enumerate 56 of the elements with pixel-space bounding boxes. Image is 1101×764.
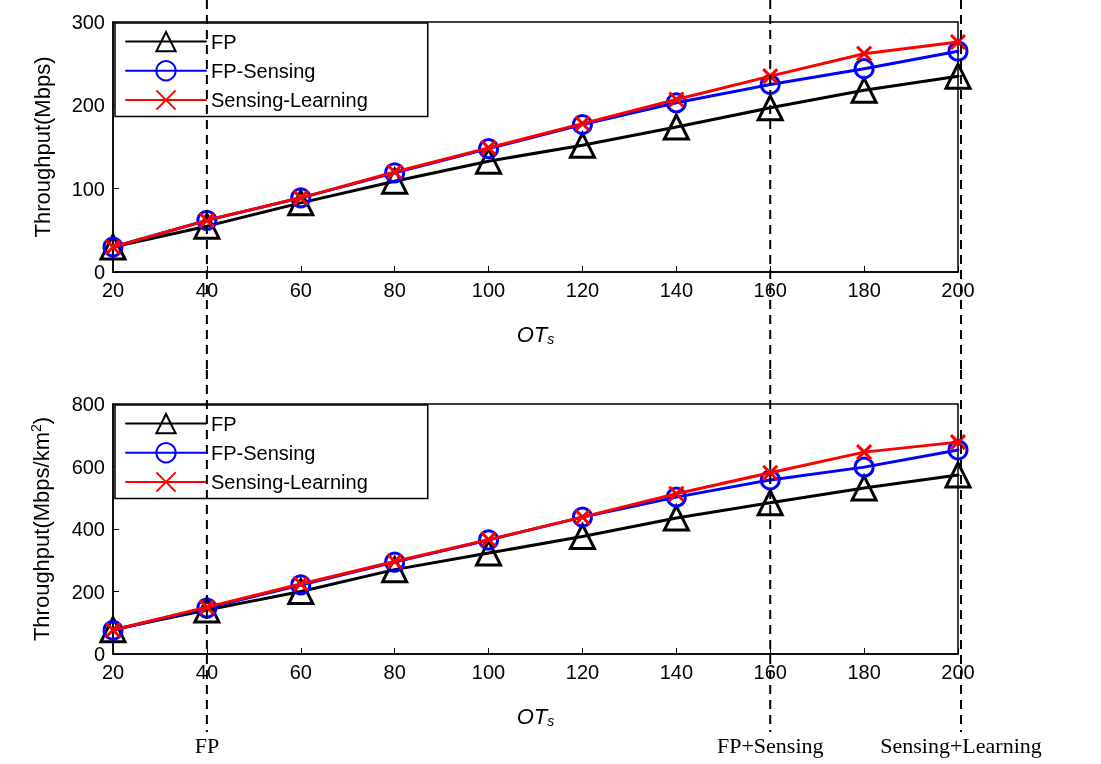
x-tick-label: 60 (289, 661, 312, 683)
point (756, 94, 784, 122)
x-tick-label: 140 (659, 661, 694, 683)
y-axis-title: Throughput(Mbps/km2) (28, 416, 54, 642)
x-tick-label: 100 (471, 279, 506, 301)
point (761, 464, 779, 482)
y-tick-label: 400 (71, 518, 105, 540)
y-tick-label: 200 (71, 580, 105, 603)
x-tick-label: 120 (565, 279, 600, 301)
y-axis-title: Throughput(Mbps) (29, 56, 55, 238)
point (849, 472, 879, 502)
x-tick-label: 80 (383, 279, 406, 301)
legend-label: Sensing-Learning (211, 89, 368, 111)
y-tick-label: 600 (71, 455, 105, 478)
x-tick-label: 160 (753, 661, 787, 683)
ref-line-label: FP (194, 732, 220, 758)
y-tick-label: 200 (71, 94, 105, 117)
ref-line-label: FP+Sensing (716, 732, 824, 758)
x-tick-label: 160 (753, 279, 787, 301)
point (667, 485, 685, 503)
x-tick-label: 140 (659, 279, 694, 301)
point (662, 502, 691, 532)
point (667, 91, 685, 108)
legend-label: FP (211, 30, 237, 53)
legend-label: FP-Sensing (211, 59, 316, 82)
point (568, 523, 596, 550)
point (662, 113, 690, 141)
x-tick-label: 180 (847, 661, 881, 683)
point (568, 131, 596, 159)
x-axis-title: OTs (516, 703, 555, 729)
point (853, 58, 875, 80)
x-tick-label: 40 (195, 279, 219, 301)
x-tick-label: 180 (847, 279, 881, 301)
x-tick-label: 40 (195, 661, 219, 683)
y-tick-label: 800 (71, 393, 105, 415)
x-tick-label: 120 (565, 661, 600, 683)
legend-label: FP-Sensing (211, 441, 316, 464)
ref-line-label: Sensing+Learning (880, 732, 1042, 758)
x-tick-label: 100 (471, 661, 506, 683)
point (855, 45, 873, 63)
point (855, 443, 873, 461)
point (761, 67, 779, 85)
x-tick-label: 60 (289, 279, 312, 301)
legend-label: Sensing-Learning (211, 471, 368, 493)
point (949, 433, 967, 451)
point (944, 461, 972, 489)
x-tick-label: 80 (383, 661, 406, 683)
legend-label: FP (211, 412, 237, 435)
point (944, 62, 972, 90)
point (949, 33, 967, 51)
point (853, 456, 875, 478)
x-axis-title: OTs (516, 321, 555, 347)
y-tick-label: 100 (71, 177, 105, 200)
point (756, 489, 784, 517)
point (850, 76, 878, 104)
y-tick-label: 300 (71, 11, 105, 33)
